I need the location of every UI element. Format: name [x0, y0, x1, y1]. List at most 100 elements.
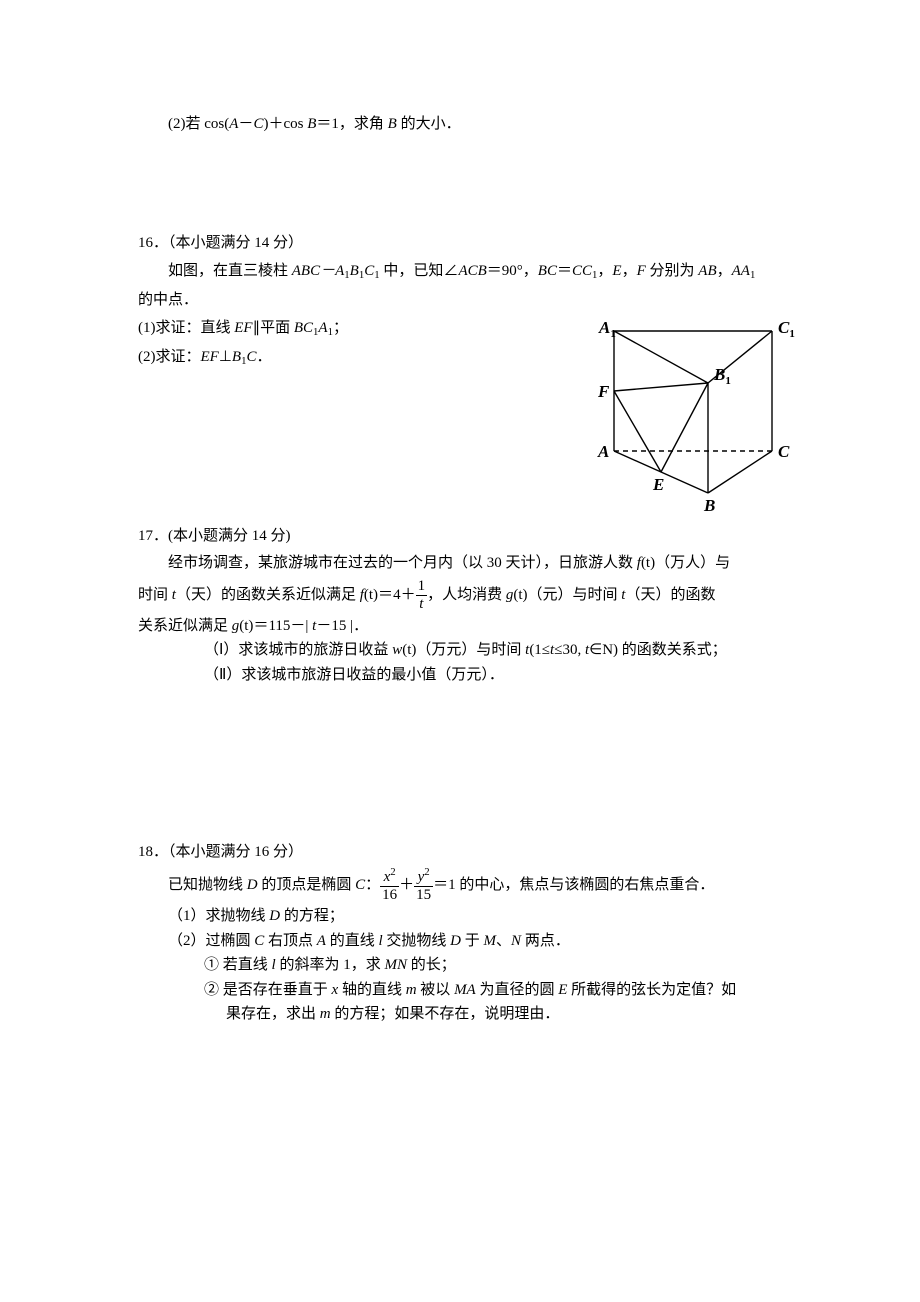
- text: M: [484, 933, 497, 949]
- text: ＝1 的中心，焦点与该椭圆的右焦点重合．: [433, 877, 714, 893]
- svg-text:F: F: [597, 382, 610, 401]
- text: D: [450, 933, 461, 949]
- q18-l1: 已知抛物线 D 的顶点是椭圆 C：x216＋y215＝1 的中心，焦点与该椭圆的…: [138, 867, 790, 904]
- text: 的直线: [326, 933, 379, 949]
- text: ，人均消费: [427, 587, 506, 603]
- text: （1）求抛物线: [168, 908, 269, 924]
- text: AB: [698, 263, 716, 279]
- text: 、: [496, 933, 511, 949]
- text: (1)求证：直线: [138, 320, 234, 336]
- text: ① 若直线: [204, 957, 272, 973]
- text: ＝: [557, 263, 572, 279]
- text: －: [238, 116, 253, 132]
- fraction: 1t: [416, 578, 428, 612]
- text: w: [392, 642, 402, 658]
- text: ∈N): [589, 642, 618, 658]
- q17-p2: （Ⅱ）求该城市旅游日收益的最小值（万元）．: [138, 664, 790, 687]
- text: A: [317, 933, 326, 949]
- sub: 1: [750, 269, 755, 281]
- num: 1: [416, 578, 428, 595]
- q18-p1: （1）求抛物线 D 的方程；: [138, 905, 790, 928]
- svg-text:A1: A1: [598, 318, 616, 340]
- text: N: [511, 933, 521, 949]
- text: (t): [513, 587, 527, 603]
- q15-part2: (2)若 cos(A－C)＋cos B＝1，求角 B 的大小．: [138, 110, 790, 139]
- num: x2: [380, 867, 399, 885]
- q17-l3: 关系近似满足 g(t)＝115－| t－15 |．: [138, 615, 790, 638]
- text: 果存在，求出: [226, 1006, 320, 1022]
- text: （元）与时间: [528, 587, 622, 603]
- text: cos(: [204, 116, 229, 132]
- text: BC: [538, 263, 557, 279]
- text: A: [318, 320, 327, 336]
- text: (2)求证：: [138, 349, 201, 365]
- text: ≤30,: [554, 642, 585, 658]
- text: ，: [622, 263, 637, 279]
- text: 关系近似满足: [138, 618, 232, 634]
- text: E: [612, 263, 621, 279]
- text: 轴的直线: [338, 982, 406, 998]
- text: ＋: [399, 877, 414, 893]
- text: 的大小．: [397, 116, 461, 132]
- q18-s3: 果存在，求出 m 的方程；如果不存在，说明理由．: [138, 1003, 790, 1026]
- text: ACB: [458, 263, 486, 279]
- text: （天）的函数关系近似满足: [176, 587, 360, 603]
- text: EF: [201, 349, 219, 365]
- text: ．: [257, 349, 272, 365]
- text: 经市场调查，某旅游城市在过去的一个月内（以 30 天计），日旅游人数: [168, 555, 637, 571]
- text: (2)若: [168, 116, 204, 132]
- svg-text:C1: C1: [778, 318, 795, 340]
- text: ABC－A: [292, 263, 345, 279]
- text: 被以: [417, 982, 455, 998]
- prism-figure: A1C1B1FACEB: [582, 313, 802, 513]
- text: 4: [393, 587, 401, 603]
- text: m: [406, 982, 417, 998]
- text: B: [388, 116, 397, 132]
- text: C: [253, 116, 263, 132]
- text: )＋cos: [263, 116, 307, 132]
- text: C: [254, 933, 264, 949]
- text: AA: [732, 263, 750, 279]
- svg-text:E: E: [652, 475, 664, 494]
- text: ＝90°，: [487, 263, 538, 279]
- text: 所截得的弦长为定值？如: [567, 982, 736, 998]
- text: D: [247, 877, 258, 893]
- text: （天）的函数: [625, 587, 715, 603]
- text: 的顶点是椭圆: [258, 877, 356, 893]
- text: MN: [384, 957, 407, 973]
- q17-l2: 时间 t（天）的函数关系近似满足 f(t)＝4＋1t，人均消费 g(t)（元）与…: [138, 577, 790, 613]
- svg-text:A: A: [597, 442, 609, 461]
- text: (t): [364, 587, 378, 603]
- text: 已知抛物线: [168, 877, 247, 893]
- text: 分别为: [646, 263, 699, 279]
- text: ＝1，求角: [316, 116, 387, 132]
- svg-text:C: C: [778, 442, 790, 461]
- text: F: [637, 263, 646, 279]
- text: （万元）与时间: [416, 642, 525, 658]
- den: 16: [380, 886, 399, 904]
- text: （Ⅰ）求该城市的旅游日收益: [204, 642, 392, 658]
- text: ：: [365, 877, 380, 893]
- num: y2: [414, 867, 433, 885]
- text: C: [355, 877, 365, 893]
- text: B: [307, 116, 316, 132]
- den: t: [416, 595, 428, 613]
- text: (t): [402, 642, 416, 658]
- text: 于: [461, 933, 484, 949]
- den: 15: [414, 886, 433, 904]
- svg-text:B1: B1: [713, 365, 731, 387]
- text: （万人）与: [655, 555, 730, 571]
- text: (t): [239, 618, 253, 634]
- q16-line1: 如图，在直三棱柱 ABC－A1B1C1 中，已知∠ACB＝90°，BC＝CC1，…: [138, 257, 790, 286]
- text: 右顶点: [264, 933, 317, 949]
- text: 中，已知∠: [380, 263, 459, 279]
- text: ＋: [401, 587, 416, 603]
- text: D: [269, 908, 280, 924]
- text: 为直径的圆: [476, 982, 559, 998]
- text: ，: [597, 263, 612, 279]
- text: C: [364, 263, 374, 279]
- text: 的函数关系式；: [618, 642, 727, 658]
- text: m: [320, 1006, 331, 1022]
- text: ∥平面: [253, 320, 294, 336]
- q17-header: 17．(本小题满分 14 分): [138, 522, 790, 551]
